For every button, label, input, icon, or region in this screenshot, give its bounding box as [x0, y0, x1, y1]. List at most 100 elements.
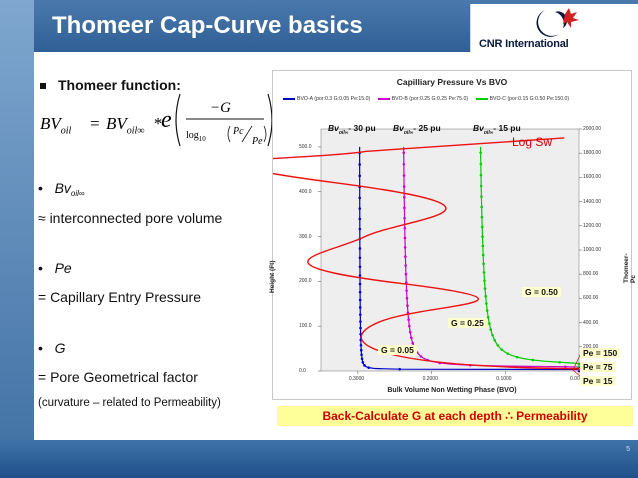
thomeer-formula: BVoil = BVoil∞ * e −G log10 Pc Pe — [40, 93, 273, 164]
series-point-3 — [483, 279, 486, 282]
series-point-1 — [358, 274, 362, 277]
y-tick-label: 0.0 — [299, 368, 306, 374]
x-tick-label: 0.0000 — [570, 376, 586, 382]
series-point-3 — [479, 184, 483, 188]
series-point-3 — [482, 271, 486, 274]
g-025-label: G = 0.25 — [448, 318, 487, 328]
series-point-3 — [479, 173, 483, 177]
pe-arrow-3 — [572, 369, 582, 378]
logo-emblem-icon — [536, 8, 579, 37]
series-point-1 — [360, 353, 363, 357]
y-tick-label: 300.0 — [299, 233, 312, 240]
series-point-3 — [483, 287, 487, 290]
series-point-3 — [481, 244, 485, 248]
series-point-1 — [359, 320, 362, 323]
series-point-3 — [577, 362, 581, 366]
log-sw-curve — [273, 137, 580, 370]
series-point-3 — [489, 328, 493, 331]
series-point-1 — [359, 313, 362, 316]
bvoil-b-label: Bvoil∞- 25 pu — [393, 123, 441, 136]
series-point-2 — [402, 151, 406, 155]
series-point-3 — [506, 352, 510, 355]
series-point-1 — [358, 247, 362, 250]
series-point-2 — [404, 264, 407, 267]
y2-tick-label: 1200.00 — [583, 222, 602, 229]
series-point-3 — [500, 348, 504, 351]
x-tick-label: 0.3000 — [348, 376, 365, 382]
company-logo: CNR International — [470, 4, 638, 52]
series-point-1 — [358, 207, 362, 210]
series-point-2 — [406, 304, 409, 308]
series-point-1 — [358, 174, 361, 178]
series-point-1 — [358, 290, 362, 294]
x-tick-label: 0.1000 — [496, 376, 512, 382]
series-point-2 — [405, 289, 408, 292]
series-point-1 — [358, 306, 362, 309]
series-point-2 — [408, 330, 412, 334]
series-point-2 — [405, 296, 409, 300]
series-point-1 — [398, 367, 401, 371]
series-point-1 — [358, 227, 362, 231]
page-number: 5 — [626, 446, 630, 453]
y2-tick-label: 800.00 — [583, 271, 599, 278]
series-point-1 — [367, 366, 371, 369]
text-interconnected-pore-volume: ≈ interconnected pore volume — [38, 210, 223, 226]
y2-tick-label: 2000.00 — [583, 126, 602, 132]
series-point-2 — [411, 341, 415, 345]
series-point-2 — [402, 162, 406, 166]
y-tick-label: 100.0 — [299, 323, 312, 330]
bullet-g: • G — [38, 340, 66, 356]
series-point-3 — [491, 333, 494, 337]
y2-tick-label: 400.00 — [583, 319, 599, 326]
series-point-3 — [480, 225, 484, 229]
series-point-2 — [402, 196, 406, 199]
series-point-2 — [402, 185, 406, 188]
legend-item-b: BVO-B (por:0.25 G:0.25 Pe:75.0) — [377, 96, 468, 102]
g-050-label: G = 0.50 — [522, 287, 561, 297]
y2-tick-label: 1400.00 — [583, 198, 602, 205]
series-point-2 — [404, 272, 408, 276]
chart-legend: BVO-A (por:0.3 G:0.05 Pe:15.0) BVO-B (po… — [283, 96, 625, 102]
slide-title: Thomeer Cap-Curve basics — [52, 12, 363, 39]
series-point-3 — [515, 355, 519, 359]
series-point-3 — [481, 253, 485, 257]
pe-15-label: Pe = 15 — [580, 376, 616, 386]
series-point-2 — [564, 365, 567, 369]
series-point-1 — [358, 265, 362, 269]
logo-text: CNR International — [479, 38, 569, 50]
y-axis-label: Height (Ft) — [269, 260, 276, 294]
series-point-3 — [482, 262, 485, 266]
banner-text: Back-Calculate G at each depth ∴ Permeab… — [322, 409, 588, 423]
series-point-3 — [496, 343, 500, 347]
series-point-2 — [403, 226, 407, 230]
series-point-3 — [558, 360, 562, 364]
legend-item-a: BVO-A (por:0.3 G:0.05 Pe:15.0) — [283, 96, 370, 102]
series-point-2 — [403, 246, 407, 249]
series-point-2 — [410, 336, 413, 340]
bullet-bvoil: • Bvoil∞ — [38, 180, 85, 198]
series-point-2 — [404, 255, 407, 258]
series-point-1 — [358, 217, 362, 221]
series-point-2 — [402, 174, 406, 177]
legend-item-c: BVO-C (por:0.15 G:0.50 Pe:150.0) — [475, 96, 569, 102]
series-point-1 — [358, 256, 362, 260]
series-point-1 — [359, 326, 362, 330]
series-point-3 — [486, 315, 490, 319]
series-point-1 — [359, 343, 363, 347]
series-point-3 — [481, 235, 484, 238]
series-point-3 — [479, 162, 483, 166]
series-point-2 — [403, 216, 406, 220]
bvoil-c-label: Bvoil∞- 15 pu — [473, 123, 521, 136]
series-point-1 — [361, 361, 365, 364]
series-point-2 — [404, 281, 408, 284]
series-point-1 — [363, 364, 366, 367]
bvoil-a-label: Bvoil∞- 30 pu — [328, 123, 376, 136]
text-pore-geometrical-factor: = Pore Geometrical factor — [38, 369, 198, 385]
series-point-3 — [480, 215, 484, 219]
pe-150-label: Pe = 150 — [580, 348, 621, 358]
y2-tick-label: 1000.00 — [583, 247, 602, 253]
series-point-3 — [480, 195, 483, 198]
text-capillary-entry-pressure: = Capillary Entry Pressure — [38, 289, 202, 305]
series-point-1 — [359, 348, 363, 352]
text-curvature-note: (curvature – related to Permeability) — [38, 397, 221, 409]
